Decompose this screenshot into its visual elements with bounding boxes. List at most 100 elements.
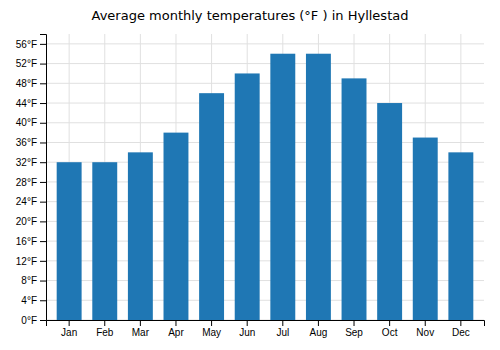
tick: Jun [239,320,255,338]
tick-mark [318,320,319,326]
axis-line [47,321,485,327]
tick-mark [40,261,46,262]
chart: Average monthly temperatures (°F ) in Hy… [0,0,500,350]
tick: Feb [96,320,114,338]
tick: 12°F [16,256,46,267]
tick-label: Feb [96,327,114,338]
tick-mark [40,182,46,183]
tick-mark [175,320,176,326]
bar [448,152,473,320]
tick: Mar [132,320,150,338]
tick-mark [140,320,141,326]
tick-mark [40,300,46,301]
grid-line-y [46,43,484,44]
grid-line-y [46,83,484,84]
bar [128,152,153,320]
tick-label: Oct [382,327,398,338]
tick: Apr [168,320,184,338]
tick-mark [40,221,46,222]
y-axis: 0°F 4°F 8°F 12°F 16°F 20°F 24°F 28°F 32°F 36°F 40°… [16,35,47,326]
tick-label: 8°F [21,275,37,286]
tick-label: Jun [239,327,255,338]
tick-label: 24°F [16,196,37,207]
tick: 8°F [21,275,46,286]
tick-label: 44°F [16,98,37,109]
tick: Oct [382,320,398,338]
tick-label: 36°F [16,137,37,148]
tick-label: 16°F [16,236,37,247]
tick-mark [354,320,355,326]
bar [199,93,224,320]
bar [413,138,438,320]
tick: Jan [61,320,77,338]
tick-mark [40,202,46,203]
tick: Dec [452,320,470,338]
tick: Nov [416,320,434,338]
tick-mark [282,320,283,326]
tick: 28°F [16,177,46,188]
tick-mark [40,162,46,163]
tick-label: 56°F [16,39,37,50]
tick-mark [40,241,46,242]
tick-mark [40,281,46,282]
tick: 20°F [16,216,46,227]
tick-mark [40,320,46,321]
tick: 0°F [21,315,46,326]
tick-mark [460,320,461,326]
tick-mark [40,83,46,84]
tick: 52°F [16,58,46,69]
tick-label: 52°F [16,58,37,69]
tick-mark [40,123,46,124]
grid [46,34,484,320]
bar [57,162,82,320]
tick-mark [40,64,46,65]
tick-mark [40,142,46,143]
tick-label: May [202,327,221,338]
tick-mark [69,320,70,326]
tick-label: Dec [452,327,470,338]
tick-mark [40,44,46,45]
axis-line [40,35,47,321]
tick-label: Sep [345,327,363,338]
bar [342,78,367,320]
tick-label: 12°F [16,256,37,267]
plot: 0°F 4°F 8°F 12°F 16°F 20°F 24°F 28°F 32°F 36°F 40°… [16,34,485,338]
tick-mark [104,320,105,326]
tick: 44°F [16,98,46,109]
tick: 40°F [16,117,46,128]
tick-label: 32°F [16,157,37,168]
tick-label: 0°F [21,315,37,326]
grid-line-y [46,122,484,123]
grid-line-y [46,63,484,64]
tick-label: 48°F [16,78,37,89]
tick: 4°F [21,295,46,306]
tick: 36°F [16,137,46,148]
tick-label: Jan [61,327,77,338]
tick: 16°F [16,236,46,247]
x-axis: Jan Feb Mar Apr May Jun Jul Aug Sep Oct Nov Dec [47,320,485,338]
tick: 32°F [16,157,46,168]
tick-mark [389,320,390,326]
bar [235,73,260,320]
tick-label: Jul [276,327,289,338]
tick: Aug [310,320,328,338]
tick-mark [247,320,248,326]
bar [377,103,402,320]
bar [92,162,117,320]
tick-label: Apr [168,327,184,338]
bar [306,54,331,320]
tick-mark [40,103,46,104]
tick-label: 28°F [16,177,37,188]
tick-label: Aug [310,327,328,338]
tick-label: 20°F [16,216,37,227]
title: Average monthly temperatures (°F ) in Hy… [92,8,409,23]
tick: 24°F [16,196,46,207]
tick-label: 40°F [16,117,37,128]
bar [164,133,189,320]
bar [270,54,295,320]
tick-mark [211,320,212,326]
tick-label: 4°F [21,295,37,306]
tick: 48°F [16,78,46,89]
tick-mark [425,320,426,326]
tick: 56°F [16,39,46,50]
